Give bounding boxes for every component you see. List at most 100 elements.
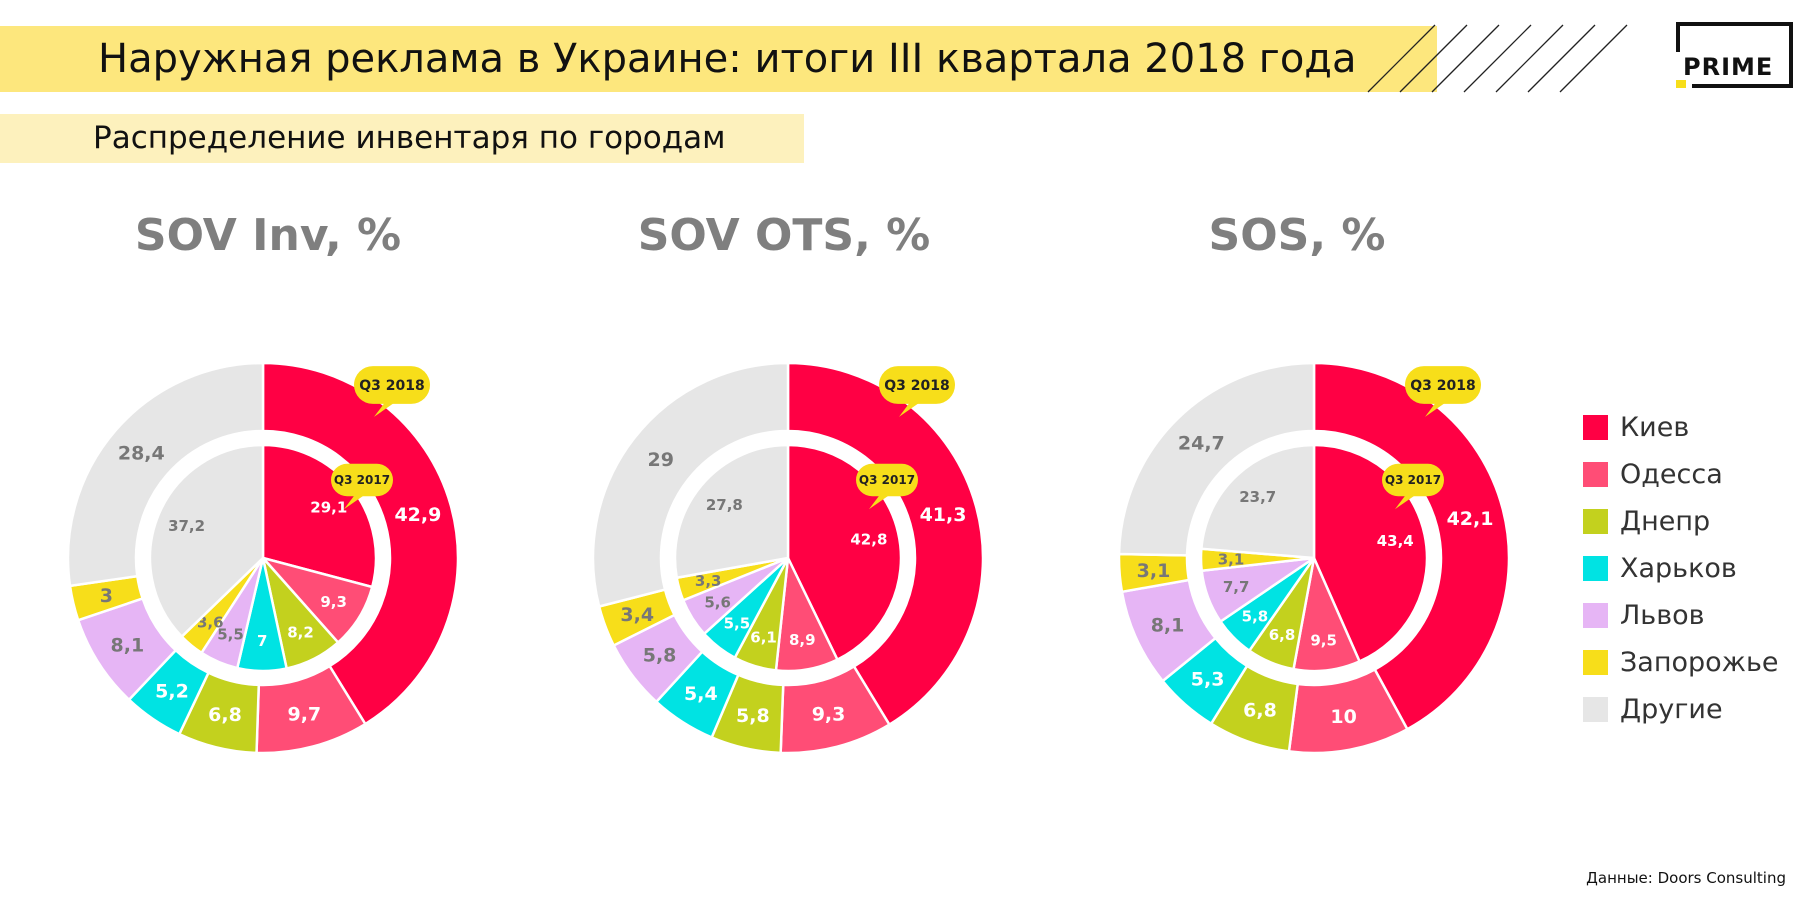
q3-2017-callout: Q3 2017	[856, 463, 918, 510]
legend-swatch	[1583, 462, 1608, 487]
q3-2018-callout: Q3 2018	[1405, 366, 1481, 417]
data-source-label: Данные:	[1586, 869, 1653, 887]
legend-item: Днепр	[1583, 498, 1779, 545]
legend: Киев Одесса Днепр Харьков Львов Запорожь…	[1583, 404, 1779, 733]
q3-2017-callout-text: Q3 2017	[334, 473, 390, 487]
inner-data-label: 37,2	[168, 517, 205, 535]
outer-slice	[66, 361, 265, 588]
inner-data-label: 42,8	[850, 531, 887, 549]
inner-data-label: 23,7	[1239, 488, 1276, 506]
q3-2017-callout-text: Q3 2017	[859, 473, 915, 487]
q3-2017-callout: Q3 2017	[331, 463, 393, 510]
outer-data-label: 42,1	[1447, 508, 1494, 530]
inner-data-label: 9,3	[320, 593, 347, 611]
outer-slice	[591, 361, 790, 609]
outer-data-label: 8,1	[111, 634, 145, 656]
inner-slice	[1312, 443, 1429, 664]
legend-label: Другие	[1620, 694, 1723, 725]
q3-2018-callout-tail	[1425, 400, 1448, 417]
outer-data-label: 6,8	[1243, 699, 1277, 721]
inner-slice	[148, 443, 265, 639]
outer-data-label: 9,3	[812, 703, 846, 725]
inner-data-label: 5,8	[1242, 608, 1269, 626]
inner-data-label: 8,9	[789, 631, 816, 649]
donut-charts: 42,99,76,85,28,1328,429,19,38,275,53,637…	[66, 361, 1511, 755]
q3-2017-callout-tail	[1395, 493, 1418, 510]
outer-data-label: 5,4	[684, 683, 718, 705]
outer-data-label: 42,9	[394, 504, 441, 526]
data-source: Данные: Doors Consulting	[1586, 869, 1786, 887]
legend-label: Одесса	[1620, 459, 1723, 490]
inner-slice	[673, 443, 790, 580]
legend-label: Днепр	[1620, 506, 1711, 537]
outer-data-label: 9,7	[287, 703, 321, 725]
page-subtitle: Распределение инвентаря по городам	[93, 120, 726, 156]
q3-2017-callout-tail	[344, 493, 367, 510]
chart-title-sov-ots: SOV OTS, %	[637, 210, 931, 261]
q3-2018-callout-shape	[879, 366, 955, 404]
legend-swatch	[1583, 697, 1608, 722]
legend-label: Львов	[1620, 600, 1705, 631]
outer-data-label: 6,8	[208, 704, 242, 726]
decorative-hatch	[1367, 24, 1628, 93]
title-bar	[0, 26, 1437, 92]
q3-2018-callout-shape	[1405, 366, 1481, 404]
page-title: Наружная реклама в Украине: итоги III кв…	[98, 36, 1357, 82]
q3-2017-callout-shape	[856, 463, 918, 497]
q3-2018-callout: Q3 2018	[354, 366, 430, 417]
inner-data-label: 9,5	[1310, 632, 1337, 650]
q3-2018-callout-text: Q3 2018	[884, 378, 949, 394]
data-source-value: Doors Consulting	[1657, 869, 1786, 887]
legend-label: Запорожье	[1620, 647, 1779, 678]
outer-data-label: 5,8	[643, 645, 677, 667]
legend-swatch	[1583, 650, 1608, 675]
q3-2017-callout-tail	[869, 493, 892, 510]
inner-data-label: 3,1	[1218, 551, 1245, 569]
logo-text: PRIME	[1683, 53, 1774, 81]
legend-item: Запорожье	[1583, 639, 1779, 686]
legend-swatch	[1583, 603, 1608, 628]
inner-data-label: 7	[257, 632, 267, 650]
inner-data-label: 27,8	[706, 496, 743, 514]
inner-data-label: 6,8	[1269, 626, 1296, 644]
legend-item: Одесса	[1583, 451, 1779, 498]
outer-data-label: 24,7	[1178, 433, 1225, 455]
outer-data-label: 5,3	[1191, 668, 1225, 690]
outer-data-label: 3,1	[1137, 560, 1171, 582]
legend-swatch	[1583, 509, 1608, 534]
outer-data-label: 5,2	[155, 680, 189, 702]
inner-data-label: 5,5	[217, 626, 244, 644]
inner-data-label: 8,2	[287, 623, 314, 641]
legend-item: Харьков	[1583, 545, 1779, 592]
outer-data-label: 5,8	[736, 705, 770, 727]
inner-data-label: 5,6	[704, 593, 731, 611]
outer-data-label: 41,3	[920, 504, 967, 526]
legend-swatch	[1583, 556, 1608, 581]
q3-2018-callout-text: Q3 2018	[359, 378, 424, 394]
chart-title-sov-inv: SOV Inv, %	[134, 210, 402, 261]
inner-data-label: 6,1	[750, 629, 777, 647]
q3-2017-callout-text: Q3 2017	[1385, 473, 1441, 487]
legend-item: Другие	[1583, 686, 1779, 733]
chart-title-sos: SOS, %	[1208, 210, 1386, 261]
outer-data-label: 28,4	[118, 442, 165, 464]
inner-data-label: 43,4	[1377, 532, 1414, 550]
q3-2017-callout-shape	[331, 463, 393, 497]
q3-2018-callout-tail	[374, 400, 397, 417]
outer-data-label: 8,1	[1151, 615, 1185, 637]
inner-data-label: 3,3	[695, 572, 722, 590]
q3-2018-callout-tail	[899, 400, 922, 417]
legend-swatch	[1583, 415, 1608, 440]
outer-data-label: 3	[100, 585, 113, 607]
prime-logo	[1676, 22, 1793, 88]
outer-slice	[1117, 361, 1316, 557]
outer-data-label: 3,4	[620, 604, 654, 626]
legend-label: Киев	[1620, 412, 1690, 443]
q3-2018-callout-text: Q3 2018	[1410, 378, 1475, 394]
legend-item: Киев	[1583, 404, 1779, 451]
inner-data-label: 3,6	[197, 613, 224, 631]
subtitle-bar	[0, 114, 804, 163]
outer-data-label: 29	[648, 449, 674, 471]
inner-data-label: 5,5	[724, 615, 751, 633]
outer-data-label: 10	[1330, 706, 1356, 728]
